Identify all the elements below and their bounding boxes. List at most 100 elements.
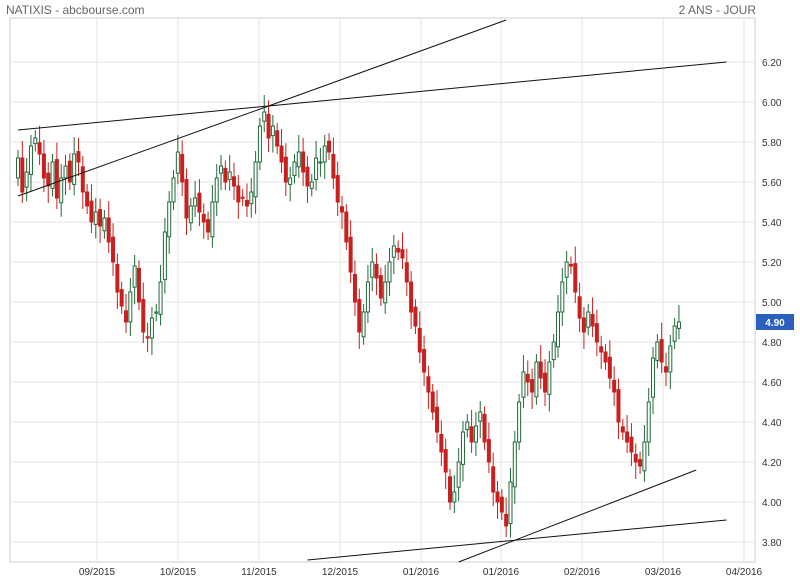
candle-body[interactable] [132,265,137,288]
candle-body[interactable] [456,461,461,488]
candle-body[interactable] [318,161,323,164]
candle-body[interactable] [232,176,236,187]
candle-body[interactable] [223,167,228,183]
candle-body[interactable] [676,321,681,329]
candle-body[interactable] [581,317,586,333]
candle-body[interactable] [378,275,383,299]
candle-body[interactable] [128,291,133,323]
candle-body[interactable] [508,481,513,525]
candle-body[interactable] [227,171,232,181]
candle-body[interactable] [651,357,656,398]
candle-body[interactable] [296,151,301,168]
candle-body[interactable] [525,373,530,383]
candle-body[interactable] [638,459,643,467]
candle-body[interactable] [158,281,163,315]
candle-body[interactable] [607,356,612,379]
candle-body[interactable] [573,263,578,293]
candle-body[interactable] [404,262,409,283]
candle-body[interactable] [616,389,621,423]
candle-body[interactable] [482,413,487,443]
candle-body[interactable] [391,245,396,258]
candle-body[interactable] [486,439,491,463]
candle-body[interactable] [124,310,128,323]
candle-body[interactable] [517,401,522,443]
candle-body[interactable] [430,391,435,413]
candle-body[interactable] [180,153,185,183]
candle-body[interactable] [253,161,258,198]
candle-body[interactable] [352,273,357,303]
candle-body[interactable] [348,236,353,273]
candle-body[interactable] [314,157,319,181]
candle-body[interactable] [266,113,271,139]
candle-body[interactable] [659,339,664,363]
candle-body[interactable] [547,361,552,395]
candle-body[interactable] [270,125,275,137]
candle-body[interactable] [560,281,565,313]
candle-body[interactable] [335,175,340,203]
candle-body[interactable] [37,142,42,155]
candle-body[interactable] [556,311,560,348]
candle-body[interactable] [465,421,470,431]
candle-body[interactable] [668,345,673,373]
candle-body[interactable] [417,327,422,353]
candle-body[interactable] [279,145,284,163]
candle-body[interactable] [344,211,349,243]
candle-body[interactable] [478,411,483,422]
candle-body[interactable] [625,431,630,443]
candle-body[interactable] [564,261,569,278]
candle-body[interactable] [102,217,107,232]
candle-body[interactable] [512,441,517,488]
candle-body[interactable] [435,406,440,433]
candle-body[interactable] [361,311,366,338]
candle-body[interactable] [41,153,46,179]
candle-body[interactable] [327,140,332,153]
candle-body[interactable] [76,151,81,163]
candle-body[interactable] [214,177,219,203]
candle-body[interactable] [72,153,77,185]
candle-body[interactable] [257,125,262,163]
candle-body[interactable] [473,425,478,443]
candle-body[interactable] [469,426,474,443]
candle-body[interactable] [538,361,543,379]
candle-body[interactable] [655,341,660,361]
candle-body[interactable] [551,341,556,361]
candle-body[interactable] [162,231,167,281]
candle-body[interactable] [201,213,206,223]
candle-body[interactable] [422,349,427,373]
candle-body[interactable] [642,441,647,472]
candle-body[interactable] [396,247,401,253]
candle-body[interactable] [543,372,548,393]
candle-body[interactable] [141,299,146,333]
candle-body[interactable] [188,205,193,224]
candle-body[interactable] [292,161,297,177]
candle-body[interactable] [530,379,535,393]
candle-body[interactable] [154,311,159,314]
candle-body[interactable] [262,111,267,122]
candle-body[interactable] [28,145,33,175]
candle-body[interactable] [16,157,20,179]
candle-body[interactable] [568,263,573,267]
candle-body[interactable] [33,137,38,145]
candle-body[interactable] [586,311,591,328]
candle-body[interactable] [85,191,90,207]
candle-body[interactable] [50,161,55,189]
candle-body[interactable] [89,200,94,223]
candle-body[interactable] [244,199,249,207]
candle-body[interactable] [504,513,509,527]
candle-body[interactable] [305,166,310,187]
candle-body[interactable] [603,351,608,363]
candle-body[interactable] [400,249,405,259]
candle-body[interactable] [67,160,72,183]
candle-body[interactable] [197,192,202,213]
candle-body[interactable] [491,466,496,493]
candle-body[interactable] [322,145,327,163]
candle-body[interactable] [383,281,388,304]
candle-body[interactable] [240,196,245,199]
candle-body[interactable] [210,201,215,238]
candle-body[interactable] [620,426,625,433]
candle-body[interactable] [46,172,51,187]
candle-body[interactable] [409,281,414,313]
candle-body[interactable] [24,171,29,188]
candle-body[interactable] [93,211,98,225]
candle-body[interactable] [184,179,189,219]
